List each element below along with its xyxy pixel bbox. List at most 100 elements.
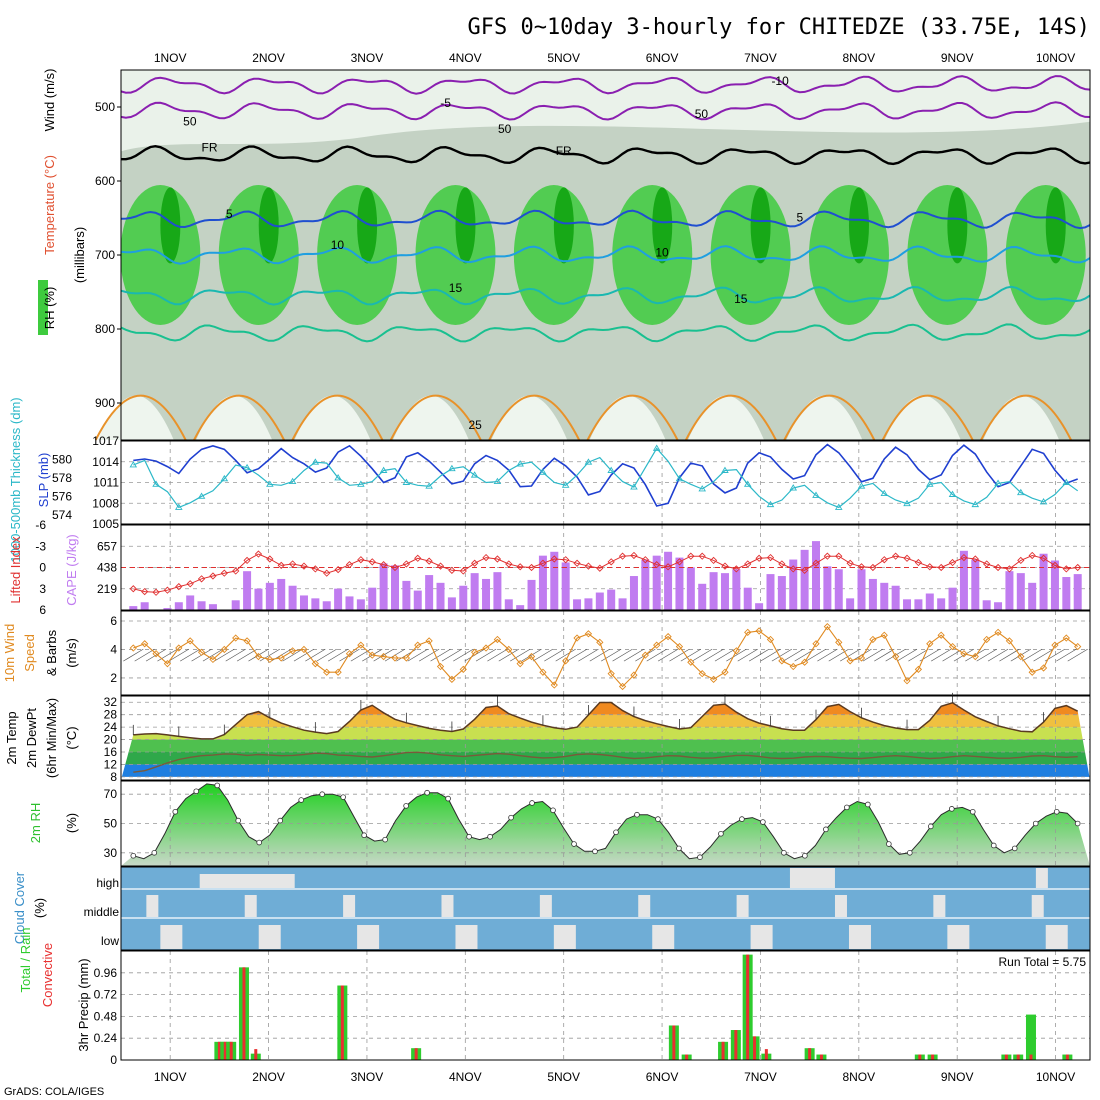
lifted-index-point (220, 569, 228, 577)
lifted-index-point (1062, 565, 1070, 573)
wind-barb (703, 648, 724, 662)
temperature-contour-label: -5 (440, 96, 451, 110)
precip-frame (120, 950, 1091, 1061)
lifted-index-point (334, 565, 342, 574)
temperature-band (121, 739, 1090, 752)
cape-bar (698, 583, 707, 610)
thickness-point (1039, 497, 1048, 505)
wind-barb (714, 648, 736, 662)
temperature-contour (120, 75, 1091, 95)
cape-bar (538, 555, 547, 610)
date-label-bottom: 8NOV (842, 1070, 875, 1084)
thickness-point (288, 477, 297, 485)
wind-speed-point (539, 668, 547, 676)
lifted-index-point (800, 566, 809, 574)
wind-ylabel-speed: Speed (22, 634, 37, 672)
lifted-index-line (133, 553, 1078, 593)
wind-barb (783, 648, 804, 662)
wind-speed-point (425, 637, 433, 645)
cape-bar (982, 600, 991, 610)
date-label-top: 4NOV (449, 51, 482, 65)
temperature-contour-label: -10 (771, 74, 789, 88)
thickness-point (448, 464, 456, 472)
wind-speed-point (994, 628, 1002, 636)
wind-speed-point (800, 658, 809, 666)
moist-core (1045, 187, 1066, 264)
cape-bar (823, 566, 832, 610)
cape-tick-label: 438 (97, 561, 117, 575)
temperature-contour (120, 323, 1091, 343)
thickness-ylabel: 1000-500mb Thickness (dm) (8, 397, 23, 562)
thickness-point (675, 474, 684, 482)
wind-speed-point (334, 668, 342, 676)
cape-bar (641, 559, 650, 610)
wind-speed-point (436, 662, 445, 671)
moist-region (612, 185, 693, 325)
y-tick-label: 700 (95, 248, 115, 262)
lifted-index-point (755, 554, 763, 562)
rh-point (151, 850, 158, 856)
wind-speed-point (653, 641, 661, 649)
lifted-index-point (459, 567, 467, 575)
lifted-index-point (744, 560, 752, 568)
cape-bar (1039, 553, 1048, 610)
cloud-mid-block (146, 895, 159, 917)
thickness-point (925, 480, 934, 487)
cape-bar (948, 587, 957, 610)
cape-bar (857, 569, 866, 610)
cloud-level-label: middle (84, 905, 120, 919)
thickness-point (994, 479, 1002, 486)
thickness-point (220, 474, 229, 482)
moist-core (455, 187, 476, 264)
lifted-index-point (1005, 565, 1014, 573)
thickness-tick-label: 574 (52, 508, 72, 522)
lifted-index-point (1074, 563, 1082, 572)
cloud-mid-block (441, 895, 454, 917)
profile-ylabel-unit: (millibars) (72, 227, 87, 283)
thickness-point (516, 460, 524, 467)
temp-tick-label: 24 (104, 720, 118, 734)
wind-tick-label: 6 (110, 614, 117, 628)
profile-panel: 500 600 700 800 900 -10 -5 FR FR 5 5 10 10 15 15 25 50 50… (38, 69, 1091, 441)
cape-bar (277, 578, 286, 610)
rh-point (214, 782, 221, 789)
wind-speed-point (357, 641, 365, 649)
temp-ylabel-1: 2m Temp (4, 711, 19, 764)
wind-barb (327, 648, 349, 662)
wind-speed-point (379, 652, 388, 661)
cloud-mid-block (736, 895, 749, 917)
lifted-index-point (368, 558, 376, 566)
lifted-index-point (232, 567, 240, 575)
rh-point (676, 845, 682, 852)
rh-point (718, 830, 724, 837)
moist-region (907, 185, 988, 325)
thickness-point (1062, 478, 1071, 485)
wind-speed-point (562, 657, 570, 665)
precip-convective-bar (753, 1036, 757, 1060)
rh-point (403, 803, 409, 809)
rh-tick-label: 70 (104, 787, 118, 801)
wind-barb (737, 648, 758, 662)
rh-point (487, 833, 493, 840)
rh-point (172, 808, 179, 815)
temperature-contour (120, 285, 1091, 306)
cape-bar (1005, 571, 1014, 610)
thickness-point (903, 499, 911, 507)
wind-barb (157, 648, 178, 662)
wind-speed-point (1005, 637, 1014, 645)
wind-ylabel-unit: (m/s) (64, 638, 79, 668)
cape-bar (664, 551, 673, 610)
wind-barb (475, 648, 497, 662)
temperature-contour-label: 10 (655, 245, 669, 259)
precip-tick-label: 0 (110, 1053, 117, 1067)
profile-ylabel-wind: Wind (m/s) (42, 69, 57, 132)
wind-speed-point (937, 631, 945, 639)
wind-barb (487, 648, 508, 662)
wind-barb (965, 648, 986, 662)
dry-region (688, 395, 765, 440)
lifted-index-point (687, 552, 695, 560)
slp-tick-label: 1014 (92, 455, 119, 469)
moist-core (750, 187, 771, 264)
rh-point (445, 795, 451, 802)
wind-barb (316, 648, 337, 662)
